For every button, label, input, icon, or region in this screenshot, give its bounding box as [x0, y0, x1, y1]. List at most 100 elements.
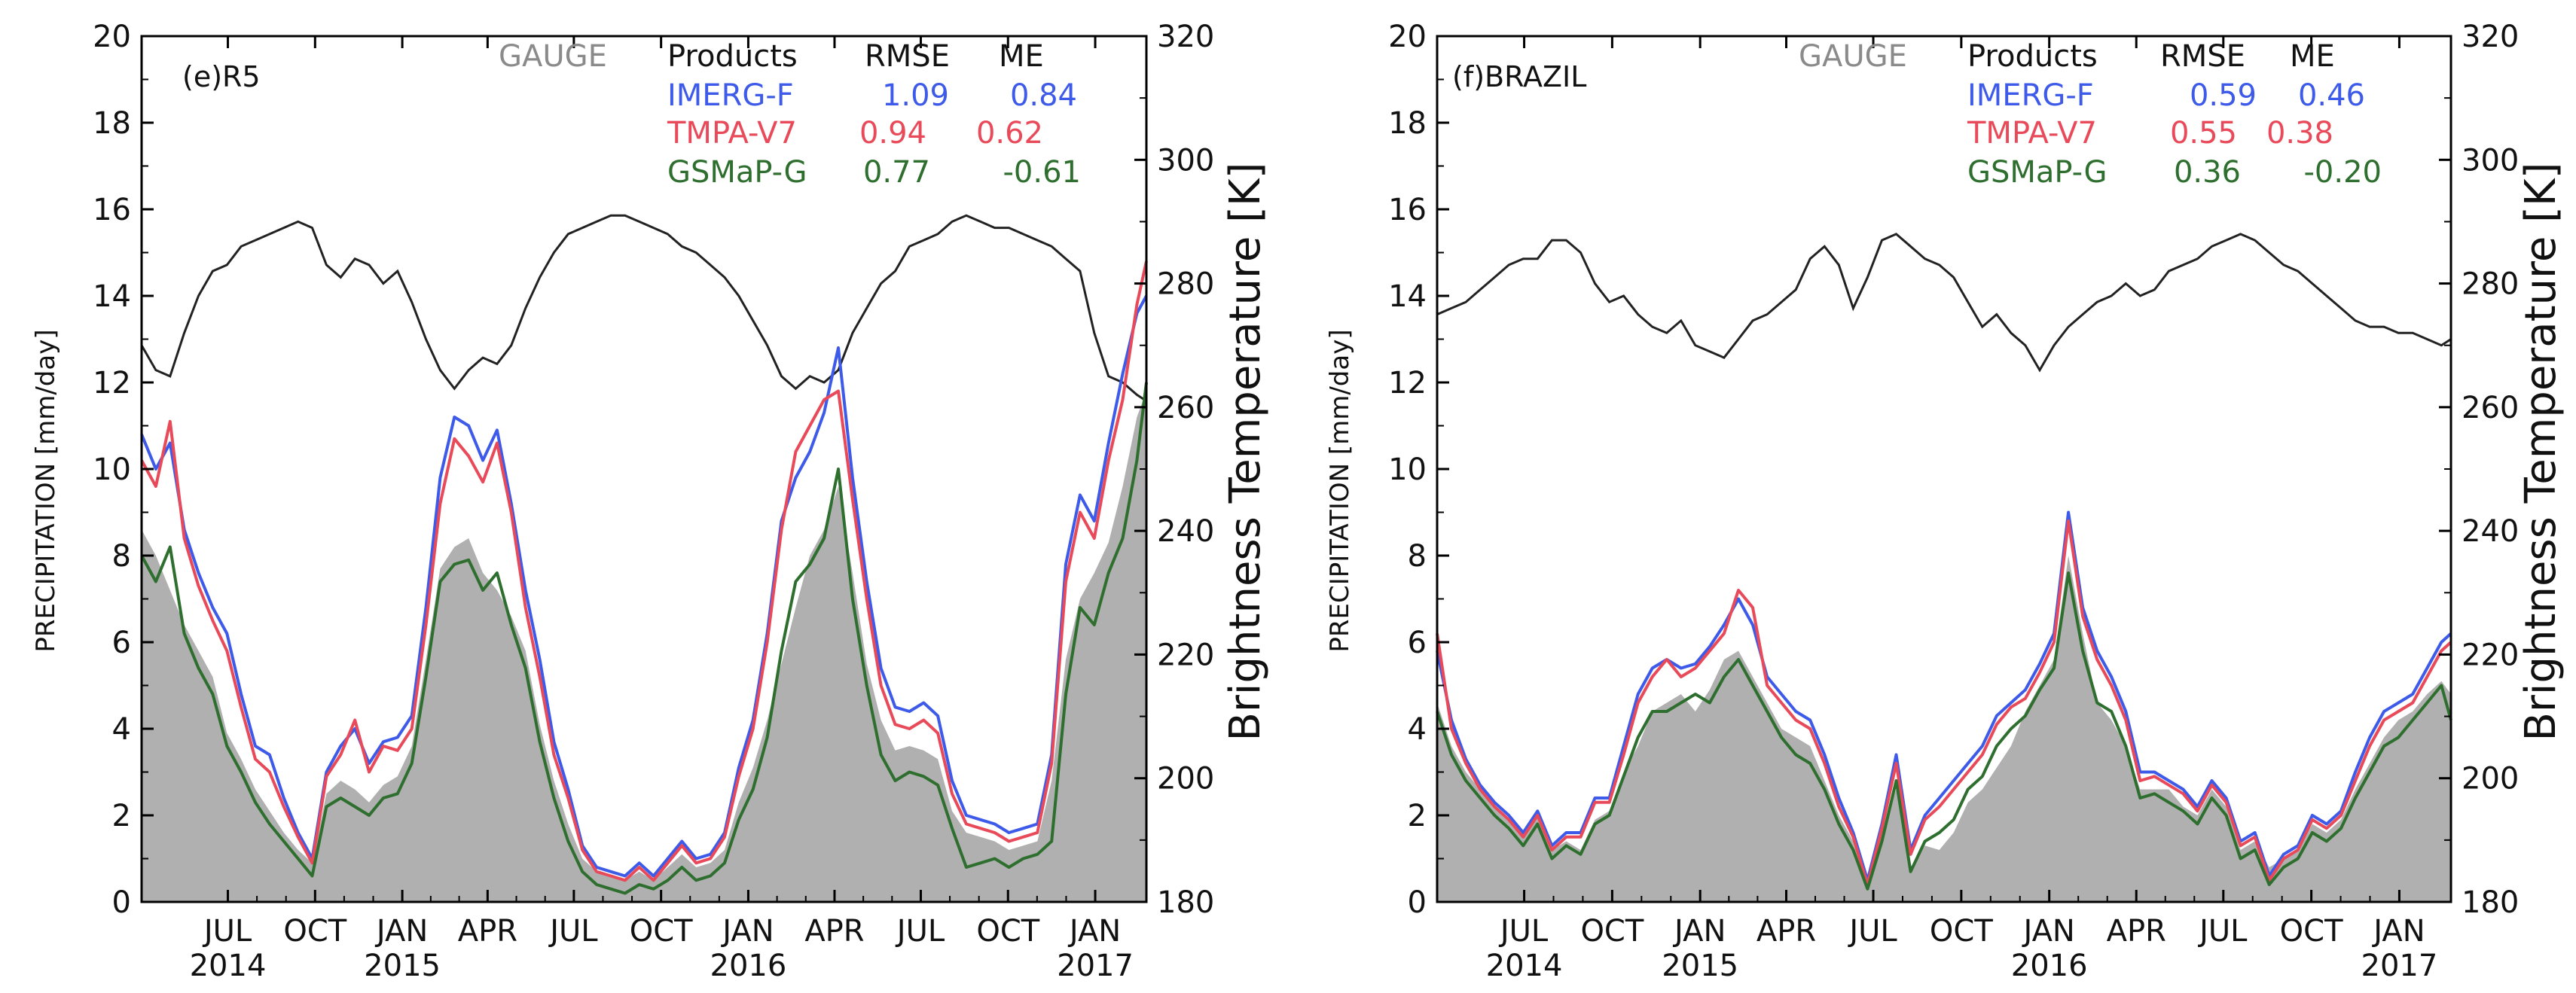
axis-ticks: 0 2 4 6 8 10 12 14 16 18 20 180 200 220 240 260 280 300 32…: [1388, 20, 2519, 983]
plot-frame: [140, 35, 1148, 903]
tmpa-v7-line: [140, 260, 1148, 882]
legend: GAUGE Products RMSE ME IMERG-F 0.59 0.46…: [1799, 39, 2382, 190]
y-tick-label-left: 2: [112, 799, 131, 833]
y-tick-label-right: 300: [1157, 143, 1214, 178]
legend-imerg-f-name: IMERG-F: [667, 78, 794, 113]
y-tick-label-left: 16: [93, 193, 131, 227]
y-tick-label-right: 200: [1157, 762, 1214, 797]
x-tick-label: JUL: [2197, 914, 2248, 949]
legend-header-me: ME: [2290, 39, 2335, 74]
legend-gsmap-g-rmse: 0.36: [2174, 155, 2241, 190]
y-tick-label-left: 8: [112, 539, 131, 574]
panel-label: (e)R5: [182, 60, 261, 93]
legend-header-rmse: RMSE: [865, 39, 950, 74]
gauge-area: [1437, 556, 2451, 902]
legend-gsmap-g-rmse: 0.77: [863, 155, 930, 190]
chart-panel-r5: 0 2 4 6 8 10 12 14 16 18 20 180 200 220 240 260 280 300 32…: [31, 20, 1270, 983]
y-tick-label-right: 320: [1157, 20, 1214, 54]
x-year-label: 2017: [1057, 949, 1134, 983]
gsmap-g-line: [140, 382, 1148, 895]
y-tick-label-right: 220: [1157, 638, 1214, 672]
y-tick-label-right: 240: [1157, 514, 1214, 549]
x-tick-label: JAN: [2021, 914, 2074, 949]
panel-label: (f)BRAZIL: [1452, 60, 1586, 93]
y-tick-label-left: 0: [1408, 885, 1427, 920]
y-axis-label-left: PRECIPITATION [mm/day]: [31, 329, 61, 652]
legend-tmpa-v7-rmse: 0.55: [2170, 116, 2237, 151]
y-tick-label-right: 240: [2462, 514, 2519, 549]
y-tick-label-left: 0: [112, 885, 131, 920]
y-tick-label-left: 14: [1388, 279, 1427, 314]
gauge-area-group: [1437, 556, 2451, 902]
gauge-area-group: [142, 391, 1146, 902]
legend-gauge: GAUGE: [499, 39, 607, 74]
y-tick-label-right: 280: [1157, 267, 1214, 302]
y-tick-label-left: 4: [1408, 712, 1427, 747]
y-tick-label-left: 20: [1388, 20, 1427, 54]
x-tick-label: JUL: [202, 914, 252, 949]
y-tick-label-left: 6: [1408, 626, 1427, 660]
legend-header-me: ME: [999, 39, 1044, 74]
y-tick-label-left: 18: [1388, 106, 1427, 141]
y-tick-label-right: 260: [2462, 391, 2519, 425]
brightness-temperature-line: [140, 214, 1147, 402]
x-tick-label: JAN: [374, 914, 428, 949]
x-tick-label: JAN: [720, 914, 774, 949]
x-tick-label: OCT: [976, 914, 1039, 949]
imerg-f-line-group: [1436, 510, 2452, 882]
y-tick-label-right: 220: [2462, 638, 2519, 672]
x-tick-label: OCT: [1930, 914, 1993, 949]
y-tick-label-right: 280: [2462, 267, 2519, 302]
y-tick-label-left: 20: [93, 20, 131, 54]
x-tick-label: OCT: [630, 914, 693, 949]
legend-imerg-f-name: IMERG-F: [1967, 78, 2094, 113]
x-tick-label: JUL: [1847, 914, 1897, 949]
legend-tmpa-v7-rmse: 0.94: [859, 116, 926, 151]
legend-tmpa-v7-name: TMPA-V7: [667, 116, 797, 151]
x-tick-label: JAN: [1067, 914, 1121, 949]
x-tick-label: APR: [804, 914, 864, 949]
x-year-label: 2014: [1486, 949, 1563, 983]
gauge-area: [142, 391, 1146, 902]
y-tick-label-left: 12: [93, 366, 131, 401]
imerg-f-line: [1436, 510, 2452, 882]
x-year-label: 2016: [2011, 949, 2088, 983]
tmpa-v7-line-group: [1436, 519, 2452, 886]
y-tick-label-right: 180: [1157, 885, 1214, 920]
x-tick-label: APR: [2107, 914, 2166, 949]
legend-tmpa-v7-me: 0.38: [2266, 116, 2333, 151]
axis-ticks: 0 2 4 6 8 10 12 14 16 18 20 180 200 220 240 260 280 300 32…: [93, 20, 1214, 983]
brightness-temperature-line-group: [140, 214, 1147, 402]
y-axis-label-left: PRECIPITATION [mm/day]: [1325, 329, 1355, 652]
y-tick-label-right: 300: [2462, 143, 2519, 178]
x-year-label: 2015: [364, 949, 441, 983]
gsmap-g-line-group: [1436, 571, 2452, 891]
x-tick-label: JUL: [1498, 914, 1549, 949]
legend-tmpa-v7-me: 0.62: [976, 116, 1043, 151]
tmpa-v7-line: [1436, 519, 2452, 886]
plot-frame: [1436, 35, 2452, 903]
legend-gsmap-g-me: -0.20: [2304, 155, 2382, 190]
legend-header-products: Products: [1967, 39, 2098, 74]
x-tick-label: OCT: [2280, 914, 2343, 949]
legend-header-rmse: RMSE: [2160, 39, 2245, 74]
y-tick-label-left: 6: [112, 626, 131, 660]
y-tick-label-right: 200: [2462, 762, 2519, 797]
legend-gsmap-g-name: GSMaP-G: [667, 155, 807, 190]
x-year-label: 2017: [2361, 949, 2438, 983]
imerg-f-line-group: [140, 295, 1148, 878]
x-tick-label: OCT: [1580, 914, 1644, 949]
y-axis-label-right: Brightness Temperature [K]: [1221, 162, 1270, 741]
legend-gsmap-g-name: GSMaP-G: [1967, 155, 2107, 190]
x-tick-label: APR: [458, 914, 517, 949]
x-year-label: 2016: [710, 949, 787, 983]
legend-tmpa-v7-name: TMPA-V7: [1967, 116, 2097, 151]
gsmap-g-line: [1436, 571, 2452, 891]
x-tick-label: APR: [1757, 914, 1816, 949]
legend: GAUGE Products RMSE ME IMERG-F 1.09 0.84…: [499, 39, 1081, 190]
legend-header-products: Products: [667, 39, 798, 74]
imerg-f-line: [140, 295, 1148, 878]
brightness-temperature-line-group: [1436, 233, 2452, 373]
legend-gsmap-g-me: -0.61: [1003, 155, 1082, 190]
